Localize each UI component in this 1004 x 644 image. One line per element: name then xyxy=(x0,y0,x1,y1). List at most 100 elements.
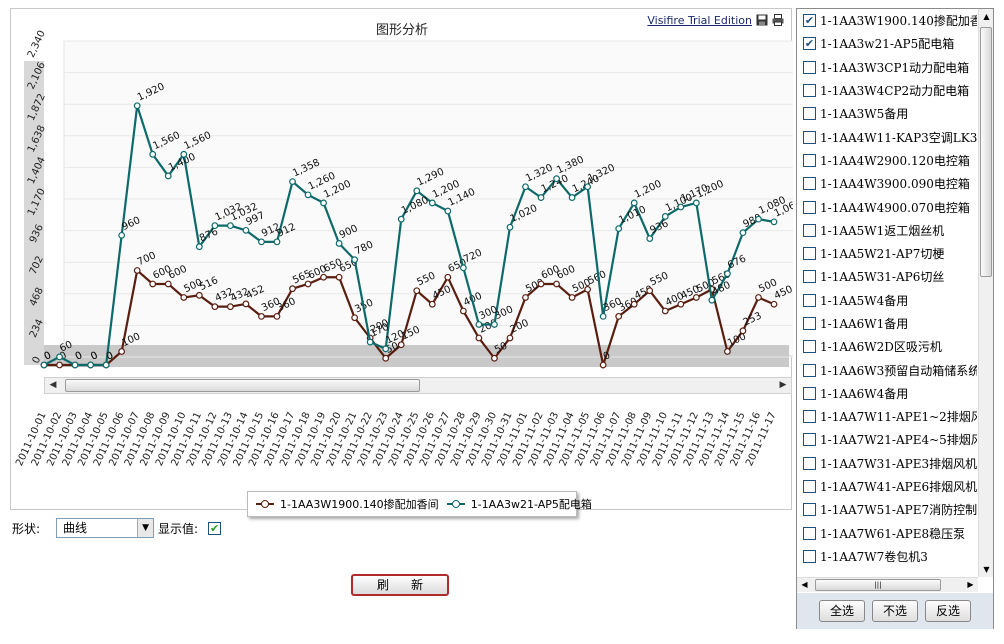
scroll-down-icon[interactable]: ▼ xyxy=(983,565,990,574)
series-checkbox[interactable] xyxy=(803,153,816,167)
series-item[interactable]: 1-1AA4W3900.090电控箱 xyxy=(797,172,977,195)
chart-horizontal-scrollbar[interactable]: ◀ ▶ xyxy=(44,377,792,394)
print-icon[interactable] xyxy=(772,14,784,26)
data-label: 0 xyxy=(43,350,53,363)
scroll-thumb[interactable] xyxy=(65,379,420,392)
series-item[interactable]: 1-1AA3W5备用 xyxy=(797,102,977,125)
data-point xyxy=(444,207,452,215)
data-point xyxy=(211,303,219,311)
data-point xyxy=(506,334,514,342)
series-checkbox[interactable] xyxy=(803,177,816,191)
data-label: 0 xyxy=(602,350,612,363)
data-point xyxy=(537,280,545,288)
refresh-button[interactable]: 刷新 xyxy=(351,574,449,596)
series-checkbox[interactable] xyxy=(803,340,816,354)
scroll-right-icon[interactable]: ▶ xyxy=(779,380,787,390)
scroll-up-icon[interactable]: ▲ xyxy=(983,12,990,21)
series-label: 1-1AA7W31-APE3排烟风机 xyxy=(820,456,977,471)
visifire-trial-link[interactable]: Visifire Trial Edition xyxy=(647,14,752,27)
series-item[interactable]: ✔ 1-1AA3W1900.140掺配加香间 xyxy=(797,9,977,32)
series-item[interactable]: 1-1AA6W1备用 xyxy=(797,312,977,335)
series-checkbox[interactable] xyxy=(803,433,816,447)
series-item[interactable]: 1-1AA6W4备用 xyxy=(797,382,977,405)
series-checkbox[interactable] xyxy=(803,526,816,540)
data-point xyxy=(506,223,514,231)
series-item[interactable]: 1-1AA5W21-AP7切梗 xyxy=(797,242,977,265)
data-label: 0 xyxy=(43,350,53,363)
series-checkbox[interactable]: ✔ xyxy=(803,14,816,28)
series-checkbox[interactable]: ✔ xyxy=(803,37,816,51)
series-label: 1-1AA4W2900.120电控箱 xyxy=(820,153,970,168)
data-point xyxy=(164,280,172,288)
series-label: 1-1AA7W21-APE4~5排烟风机 xyxy=(820,433,977,448)
series-label: 1-1AA7W7卷包机3 xyxy=(820,549,928,564)
data-point xyxy=(646,287,654,295)
save-icon[interactable] xyxy=(756,14,768,26)
series-checkbox[interactable] xyxy=(803,386,816,400)
scroll-left-icon[interactable]: ◀ xyxy=(801,580,808,589)
series-item[interactable]: 1-1AA4W4900.070电控箱 xyxy=(797,195,977,218)
select-all-button[interactable]: 全选 xyxy=(819,600,865,622)
series-item[interactable]: 1-1AA5W1返工烟丝机 xyxy=(797,219,977,242)
series-checkbox[interactable] xyxy=(803,549,816,563)
series-checkbox[interactable] xyxy=(803,456,816,470)
data-point xyxy=(335,240,343,247)
series-checkbox[interactable] xyxy=(803,130,816,144)
shape-select-value: 曲线 xyxy=(63,521,88,535)
series-item[interactable]: 1-1AA7W51-APE7消防控制室 xyxy=(797,498,977,521)
series-checkbox[interactable] xyxy=(803,410,816,424)
series-item[interactable]: ✔ 1-1AA3w21-AP5配电箱 xyxy=(797,32,977,55)
series-item[interactable]: 1-1AA4W2900.120电控箱 xyxy=(797,149,977,172)
data-point xyxy=(258,238,265,246)
scroll-thumb[interactable] xyxy=(980,27,992,277)
series-label: 1-1AA7W61-APE8稳压泵 xyxy=(820,526,966,541)
data-point xyxy=(211,222,219,230)
invert-selection-button[interactable]: 反选 xyxy=(925,600,971,622)
legend-marker-icon xyxy=(256,499,274,509)
data-point xyxy=(553,175,560,183)
scroll-left-icon[interactable]: ◀ xyxy=(49,380,57,390)
series-item[interactable]: 1-1AA3W3CP1动力配电箱 xyxy=(797,56,977,79)
series-label: 1-1AA3W4CP2动力配电箱 xyxy=(820,84,970,99)
series-item[interactable]: 1-1AA7W31-APE3排烟风机 xyxy=(797,452,977,475)
series-label: 1-1AA7W41-APE6排烟风机 xyxy=(820,480,977,495)
series-item[interactable]: 1-1AA3W4CP2动力配电箱 xyxy=(797,79,977,102)
data-point xyxy=(180,294,188,301)
series-item[interactable]: 1-1AA6W2D区吸污机 xyxy=(797,335,977,358)
series-horizontal-scrollbar[interactable]: ◀ ||| ▶ xyxy=(797,577,978,592)
series-checkbox[interactable] xyxy=(803,84,816,98)
show-values-checkbox[interactable]: ✔ xyxy=(208,521,222,535)
series-item[interactable]: 1-1AA5W4备用 xyxy=(797,289,977,312)
series-label: 1-1AA5W1返工烟丝机 xyxy=(820,223,945,238)
series-checkbox[interactable] xyxy=(803,247,816,261)
data-point xyxy=(661,213,669,220)
series-checkbox[interactable] xyxy=(803,200,816,214)
series-checkbox[interactable] xyxy=(803,363,816,377)
series-checkbox[interactable] xyxy=(803,293,816,307)
chevron-down-icon[interactable]: ▼ xyxy=(137,519,154,537)
data-point xyxy=(133,102,141,110)
series-checkbox[interactable] xyxy=(803,317,816,330)
series-item[interactable]: 1-1AA7W7卷包机3 xyxy=(797,545,977,568)
series-item[interactable]: 1-1AA5W31-AP6切丝 xyxy=(797,265,977,288)
series-checkbox[interactable] xyxy=(803,107,816,121)
series-item[interactable]: 1-1AA6W3预留自动箱储系统 xyxy=(797,358,977,381)
series-checkbox[interactable] xyxy=(803,60,816,74)
series-item[interactable]: 1-1AA7W41-APE6排烟风机 xyxy=(797,475,977,498)
select-none-button[interactable]: 不选 xyxy=(872,600,918,622)
data-label: 0 xyxy=(74,350,84,363)
series-checkbox[interactable] xyxy=(803,480,816,494)
series-checkbox[interactable] xyxy=(803,503,816,517)
scroll-right-icon[interactable]: ▶ xyxy=(967,580,974,589)
scroll-thumb[interactable]: ||| xyxy=(815,579,941,591)
series-item[interactable]: 1-1AA4W11-KAP3空调LK3 xyxy=(797,125,977,148)
series-item[interactable]: 1-1AA7W11-APE1~2排烟风机 xyxy=(797,405,977,428)
series-item[interactable]: 1-1AA7W61-APE8稳压泵 xyxy=(797,522,977,545)
series-item[interactable]: 1-1AA7W21-APE4~5排烟风机 xyxy=(797,428,977,451)
series-checkbox[interactable] xyxy=(803,270,816,284)
series-checkbox[interactable] xyxy=(803,223,816,237)
shape-select[interactable]: 曲线 ▼ xyxy=(56,518,155,538)
series-vertical-scrollbar[interactable]: ▲ ▼ xyxy=(978,9,993,577)
data-point xyxy=(226,222,234,230)
data-point xyxy=(180,150,188,158)
